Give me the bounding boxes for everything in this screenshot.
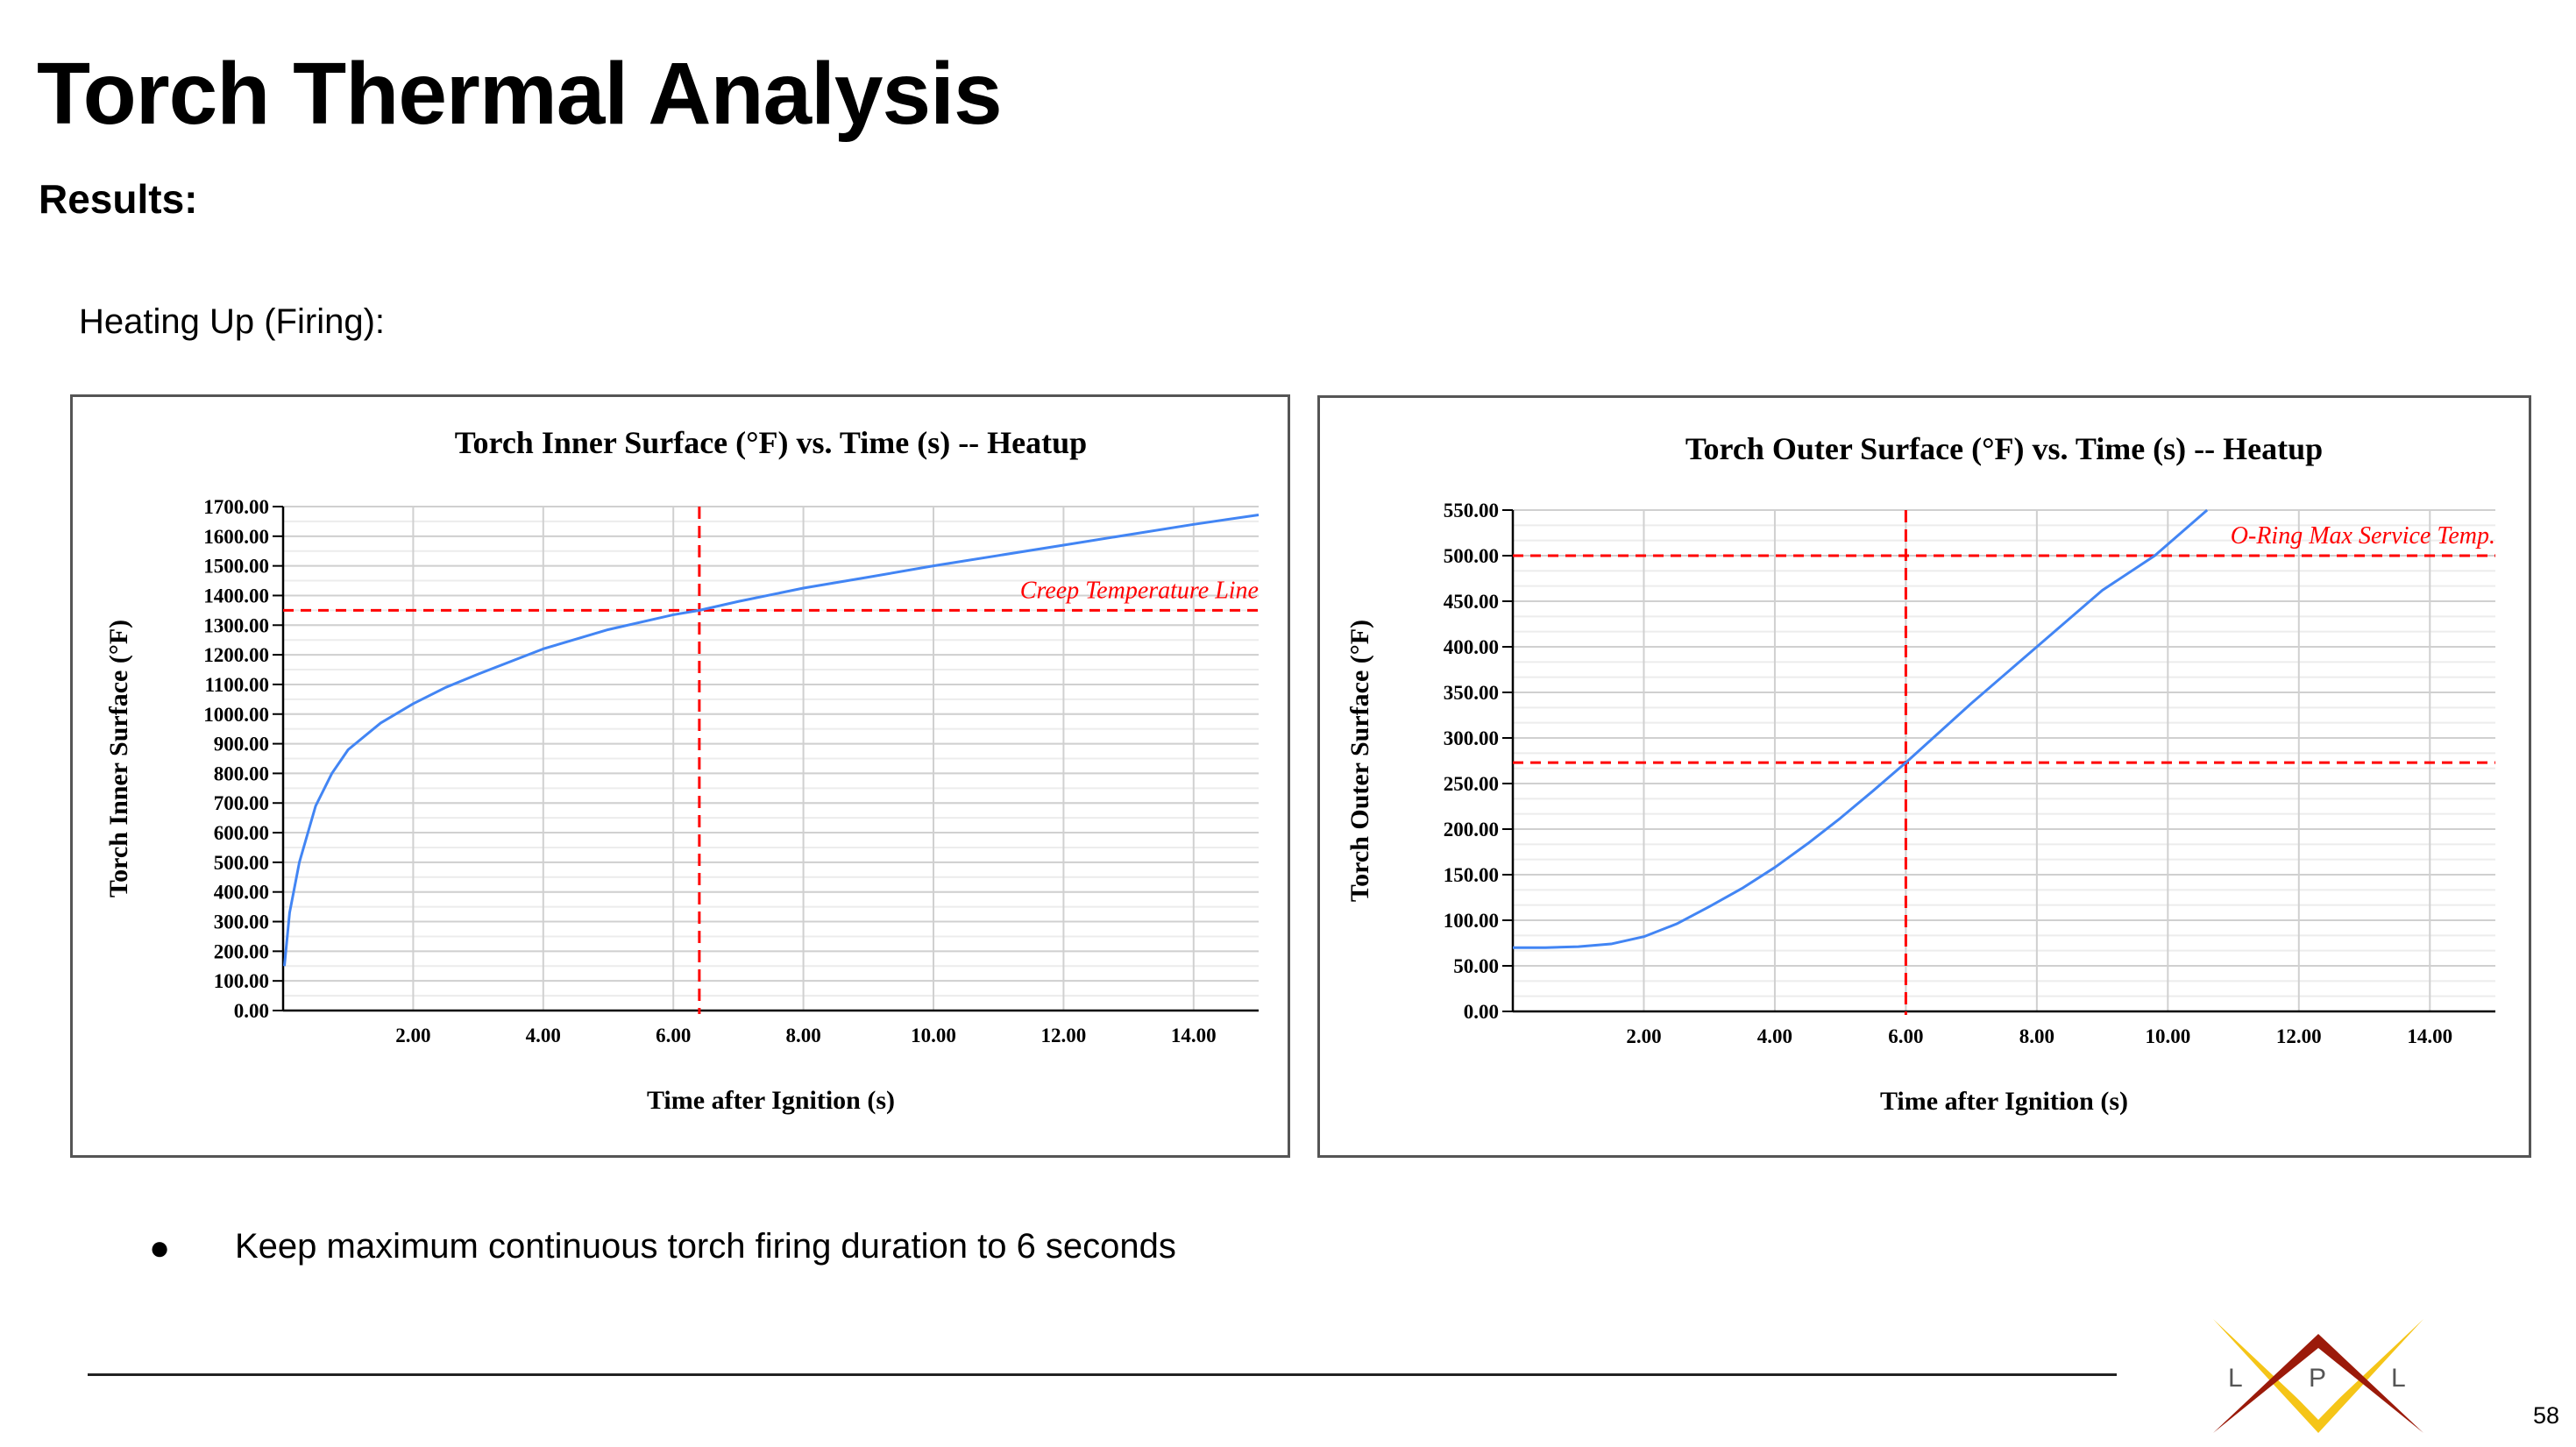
y-tick-label: 500.00 <box>1444 545 1499 567</box>
y-tick-label: 1400.00 <box>203 585 269 606</box>
footer-divider <box>88 1373 2117 1376</box>
y-tick-label: 0.00 <box>234 1000 269 1022</box>
section-label: Heating Up (Firing): <box>79 302 386 341</box>
x-tick-label: 6.00 <box>1888 1025 1923 1047</box>
y-tick-label: 1000.00 <box>203 704 269 726</box>
inner-surface-chart-svg: 0.00 100.00 200.00 300.00 400.00 500.00 600.00… <box>104 425 1260 1115</box>
x-tick-label: 8.00 <box>785 1025 820 1046</box>
y-axis-title: Torch Outer Surface (°F) <box>1345 620 1374 902</box>
x-tick-label: 4.00 <box>526 1025 561 1046</box>
x-tick-label: 14.00 <box>2407 1025 2452 1047</box>
y-tick-label: 550.00 <box>1444 500 1499 521</box>
reference-line-label: O-Ring Max Service Temp. <box>2231 522 2495 550</box>
y-axis-title: Torch Inner Surface (°F) <box>104 620 133 897</box>
x-tick-label: 4.00 <box>1757 1025 1792 1047</box>
x-axis-title: Time after Ignition (s) <box>647 1086 895 1115</box>
y-tick-label: 400.00 <box>1444 636 1499 658</box>
y-tick-label: 100.00 <box>1444 910 1499 932</box>
y-tick-label: 200.00 <box>214 940 269 962</box>
reference-line-label: Creep Temperature Line <box>1020 577 1259 604</box>
x-axis-title: Time after Ignition (s) <box>1880 1087 2128 1116</box>
data-series-line <box>1513 508 2209 949</box>
y-tick-label: 900.00 <box>214 734 269 755</box>
logo-letter-l2: L <box>2391 1364 2406 1393</box>
y-tick-label: 400.00 <box>214 882 269 904</box>
outer-surface-chart-svg: 0.00 50.00 100.00 150.00 200.00 250.00 300.00 3… <box>1345 431 2495 1116</box>
y-tick-label: 0.00 <box>1464 1001 1499 1023</box>
chart-title: Torch Inner Surface (°F) vs. Time (s) --… <box>455 425 1087 460</box>
lpl-logo: L P L <box>2213 1319 2423 1433</box>
x-tick-label: 8.00 <box>2019 1025 2054 1047</box>
y-tick-label: 600.00 <box>214 822 269 844</box>
data-series-line <box>282 513 1260 967</box>
logo-letter-p: P <box>2309 1364 2326 1393</box>
x-tick-label: 14.00 <box>1171 1025 1217 1046</box>
x-tick-label: 10.00 <box>2145 1025 2190 1047</box>
logo-letter-l: L <box>2228 1364 2243 1393</box>
page-number: 58 <box>2533 1402 2560 1429</box>
outer-surface-chart: 0.00 50.00 100.00 150.00 200.00 250.00 300.00 3… <box>1317 395 2531 1158</box>
y-tick-label: 250.00 <box>1444 773 1499 795</box>
y-tick-label: 1600.00 <box>203 526 269 548</box>
bullet-text: Keep maximum continuous torch firing dur… <box>235 1227 1176 1266</box>
y-tick-label: 700.00 <box>214 792 269 814</box>
x-tick-label: 12.00 <box>2276 1025 2322 1047</box>
y-tick-label: 300.00 <box>214 911 269 933</box>
y-tick-label: 500.00 <box>214 852 269 874</box>
y-tick-label: 800.00 <box>214 763 269 784</box>
y-tick-label: 450.00 <box>1444 591 1499 613</box>
bullet-icon: ● <box>149 1229 171 1267</box>
y-tick-label: 1300.00 <box>203 614 269 636</box>
chart-title: Torch Outer Surface (°F) vs. Time (s) --… <box>1685 431 2323 466</box>
y-tick-label: 1200.00 <box>203 644 269 666</box>
y-tick-label: 100.00 <box>214 970 269 992</box>
y-tick-label: 300.00 <box>1444 727 1499 749</box>
y-tick-label: 50.00 <box>1453 955 1499 977</box>
y-tick-label: 1700.00 <box>203 496 269 518</box>
x-tick-label: 2.00 <box>395 1025 430 1046</box>
y-tick-label: 1500.00 <box>203 556 269 578</box>
x-tick-label: 12.00 <box>1041 1025 1087 1046</box>
x-tick-label: 10.00 <box>911 1025 956 1046</box>
y-tick-label: 150.00 <box>1444 864 1499 886</box>
y-tick-label: 200.00 <box>1444 819 1499 841</box>
y-tick-label: 350.00 <box>1444 682 1499 704</box>
y-tick-label: 1100.00 <box>205 674 269 696</box>
x-tick-label: 6.00 <box>656 1025 691 1046</box>
x-tick-label: 2.00 <box>1626 1025 1661 1047</box>
results-heading: Results: <box>39 176 198 222</box>
inner-surface-chart: 0.00 100.00 200.00 300.00 400.00 500.00 600.00… <box>70 394 1290 1158</box>
page-title: Torch Thermal Analysis <box>37 45 1003 143</box>
